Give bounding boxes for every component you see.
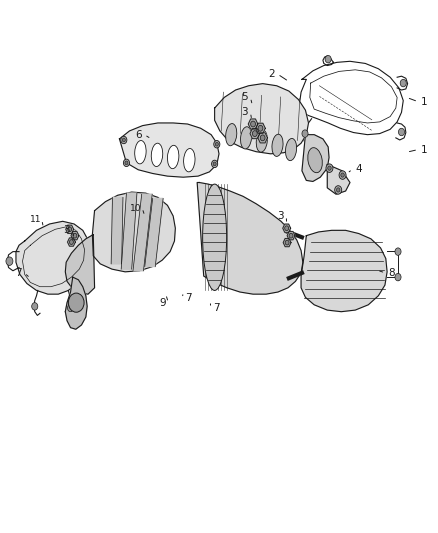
Polygon shape <box>283 224 290 232</box>
Text: 10: 10 <box>130 204 142 213</box>
Circle shape <box>70 240 74 245</box>
Circle shape <box>121 136 127 144</box>
Polygon shape <box>215 84 308 154</box>
Ellipse shape <box>272 134 283 156</box>
Ellipse shape <box>135 141 146 164</box>
Ellipse shape <box>286 139 297 160</box>
Circle shape <box>251 121 255 127</box>
Polygon shape <box>145 198 163 266</box>
Polygon shape <box>121 193 137 269</box>
Polygon shape <box>256 123 265 133</box>
Polygon shape <box>92 192 175 272</box>
Circle shape <box>213 162 216 166</box>
Polygon shape <box>250 128 260 139</box>
Circle shape <box>260 135 265 141</box>
Circle shape <box>335 185 342 194</box>
Circle shape <box>252 131 257 136</box>
Circle shape <box>6 257 13 265</box>
Circle shape <box>32 303 38 310</box>
Ellipse shape <box>226 124 237 146</box>
Circle shape <box>68 293 84 312</box>
Circle shape <box>124 159 130 166</box>
Polygon shape <box>120 123 219 177</box>
Circle shape <box>122 138 125 142</box>
Circle shape <box>258 125 263 131</box>
Polygon shape <box>133 194 152 271</box>
Circle shape <box>285 240 289 245</box>
Ellipse shape <box>240 127 251 149</box>
Circle shape <box>214 141 220 148</box>
Text: 7: 7 <box>15 268 21 278</box>
Text: 5: 5 <box>241 92 247 102</box>
Circle shape <box>325 55 331 63</box>
Circle shape <box>302 130 308 138</box>
Circle shape <box>289 233 293 238</box>
Circle shape <box>326 164 333 172</box>
Text: 2: 2 <box>268 69 275 79</box>
Polygon shape <box>71 231 79 240</box>
Ellipse shape <box>203 184 226 290</box>
Polygon shape <box>111 197 123 264</box>
Circle shape <box>339 171 346 179</box>
Circle shape <box>215 142 219 146</box>
Circle shape <box>400 79 406 87</box>
Circle shape <box>395 248 401 255</box>
Circle shape <box>395 273 401 281</box>
Polygon shape <box>197 182 303 294</box>
Ellipse shape <box>308 148 322 173</box>
Circle shape <box>68 227 72 232</box>
Text: 3: 3 <box>63 225 70 236</box>
Circle shape <box>212 160 218 167</box>
Circle shape <box>67 304 74 312</box>
Polygon shape <box>66 225 74 233</box>
Polygon shape <box>301 230 387 312</box>
Ellipse shape <box>184 149 195 172</box>
Polygon shape <box>248 119 258 129</box>
Text: 9: 9 <box>159 297 166 308</box>
Polygon shape <box>258 133 268 143</box>
Text: 1: 1 <box>421 96 427 107</box>
Circle shape <box>73 233 77 238</box>
Polygon shape <box>65 277 87 329</box>
Circle shape <box>336 188 340 192</box>
Text: 7: 7 <box>213 303 220 313</box>
Polygon shape <box>283 238 291 247</box>
Circle shape <box>328 166 331 170</box>
Circle shape <box>125 161 128 165</box>
Circle shape <box>399 128 405 136</box>
Text: 1: 1 <box>421 144 427 155</box>
Circle shape <box>285 226 289 231</box>
Text: 4: 4 <box>355 164 362 174</box>
Polygon shape <box>302 135 329 181</box>
Text: 3: 3 <box>277 211 283 221</box>
Ellipse shape <box>256 130 267 152</box>
Polygon shape <box>327 165 350 194</box>
Ellipse shape <box>167 146 179 168</box>
Polygon shape <box>65 235 95 294</box>
Ellipse shape <box>151 143 163 166</box>
Polygon shape <box>67 238 75 246</box>
Circle shape <box>341 173 344 177</box>
Text: 6: 6 <box>135 130 141 140</box>
Polygon shape <box>16 221 90 294</box>
Text: 7: 7 <box>185 293 192 303</box>
Polygon shape <box>287 231 295 240</box>
Text: 3: 3 <box>241 107 247 117</box>
Text: 11: 11 <box>30 215 41 224</box>
Text: 8: 8 <box>388 268 395 278</box>
